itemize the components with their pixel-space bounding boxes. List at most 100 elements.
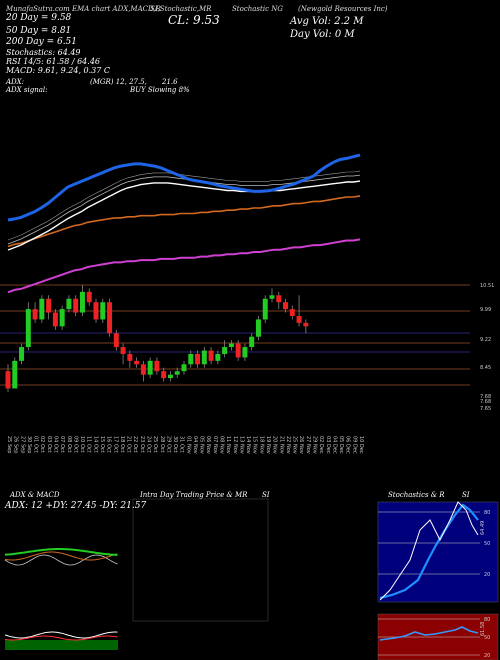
price-label-0: 10.51 — [480, 283, 494, 289]
candle-body-11 — [79, 291, 85, 313]
candle-body-39 — [269, 295, 275, 299]
legend-stochastics: Stochastics: 64.49 — [6, 48, 81, 57]
ema50-line-upper2 — [7, 170, 361, 241]
x-tick-2: 27 Sep — [19, 436, 25, 453]
price-axis: 10.519.999.228.457.687.687.65 — [480, 283, 494, 412]
candle-body-27 — [188, 353, 194, 365]
stoch-tick-1: 50 — [484, 541, 490, 547]
x-tick-42: 22 Nov — [285, 436, 291, 454]
candle-body-33 — [228, 343, 234, 348]
price-label-1: 9.99 — [480, 307, 491, 313]
company-name: (Newgold Resources Inc) — [298, 5, 388, 13]
candle-body-41 — [283, 302, 289, 310]
candle-body-31 — [215, 353, 221, 361]
x-tick-48: 03 Dec — [325, 436, 331, 454]
x-tick-21: 24 Oct — [145, 436, 151, 453]
candle-body-25 — [174, 371, 180, 375]
candle-body-32 — [222, 347, 228, 354]
x-tick-4: 01 Oct — [33, 436, 39, 453]
candle-body-8 — [59, 309, 65, 327]
price-label-2: 9.22 — [480, 337, 491, 343]
x-tick-50: 05 Dec — [338, 436, 344, 454]
x-tick-30: 06 Nov — [205, 436, 211, 454]
adx-extra: 21.6 — [162, 78, 178, 86]
ema50-line — [7, 180, 361, 251]
x-tick-34: 12 Nov — [232, 436, 238, 454]
intraday-box — [132, 498, 269, 622]
close-price: CL: 9.53 — [168, 13, 220, 27]
x-tick-15: 16 Oct — [106, 436, 112, 453]
x-tick-41: 21 Nov — [278, 436, 284, 454]
x-tick-13: 14 Oct — [92, 436, 98, 453]
macd-band — [5, 640, 118, 650]
candle-body-6 — [46, 298, 52, 313]
x-tick-3: 30 Sep — [26, 436, 32, 453]
x-tick-8: 07 Oct — [59, 436, 65, 453]
candle-body-14 — [100, 302, 106, 320]
candle-body-13 — [93, 302, 99, 320]
x-tick-20: 23 Oct — [139, 436, 145, 453]
x-tick-0: 25 Sep — [6, 436, 12, 453]
adx-line-white — [4, 554, 118, 566]
ema20-line — [7, 153, 361, 222]
grid-lines — [0, 284, 470, 386]
x-tick-24: 29 Oct — [165, 436, 171, 453]
adx-line-orange — [4, 551, 118, 561]
x-tick-19: 22 Oct — [132, 436, 138, 453]
x-tick-16: 17 Oct — [112, 436, 118, 453]
candle-body-10 — [73, 298, 79, 313]
price-label-5: 7.68 — [480, 399, 491, 405]
x-tick-25: 30 Oct — [172, 436, 178, 453]
x-tick-7: 04 Oct — [52, 436, 58, 453]
avg-volume: Avg Vol: 2.2 M — [290, 16, 364, 27]
candle-body-15 — [107, 302, 113, 334]
ema200-line — [7, 195, 361, 248]
x-tick-51: 06 Dec — [345, 436, 351, 454]
x-tick-38: 18 Nov — [258, 436, 264, 454]
x-tick-28: 04 Nov — [192, 436, 198, 454]
candle-body-20 — [140, 364, 146, 375]
legend-ema20: 20 Day = 9.58 — [6, 13, 72, 23]
x-tick-29: 05 Nov — [199, 436, 205, 454]
adx-signal-label: ADX signal: — [6, 86, 48, 94]
stoch-value: 64.49 — [480, 521, 486, 535]
x-tick-1: 26 Sep — [13, 436, 19, 453]
x-tick-35: 13 Nov — [238, 436, 244, 454]
candle-body-29 — [201, 350, 207, 365]
candle-body-2 — [19, 347, 25, 361]
sub-panels: 80 50 20 64.49 80 50 20 61.58 — [4, 498, 499, 660]
price-label-4: 7.68 — [480, 394, 491, 400]
rsi-tick-0: 80 — [484, 617, 490, 623]
x-tick-26: 31 Oct — [179, 436, 185, 453]
x-tick-18: 21 Oct — [126, 436, 132, 453]
candle-body-21 — [147, 360, 153, 375]
stoch-box — [377, 501, 499, 603]
candle-body-36 — [249, 336, 255, 348]
candle-body-22 — [154, 360, 160, 372]
legend-ema200: 200 Day = 6.51 — [6, 37, 78, 47]
ema-lines — [7, 153, 361, 294]
macd-line-white — [4, 631, 118, 639]
x-tick-14: 15 Oct — [99, 436, 105, 453]
x-tick-46: 29 Nov — [312, 436, 318, 454]
candle-body-17 — [120, 347, 126, 354]
adx-signal-value: BUY Slowing 8% — [130, 86, 190, 94]
x-axis-ticks: 25 Sep 26 Sep 27 Sep 30 Sep 01 Oct 02 Oct 03 O… — [6, 436, 364, 454]
x-tick-33: 11 Nov — [225, 436, 231, 454]
x-tick-32: 08 Nov — [219, 436, 225, 454]
price-label-6: 7.65 — [480, 406, 491, 412]
candle-body-3 — [25, 309, 31, 348]
candlesticks — [5, 284, 309, 392]
price-label-3: 8.45 — [480, 365, 491, 371]
candle-body-7 — [52, 312, 58, 327]
rsi-value: 61.58 — [480, 622, 486, 636]
adx-macd-values: ADX: 12 +DY: 27.45 -DY: 21.57 — [5, 501, 147, 511]
x-tick-40: 20 Nov — [272, 436, 278, 454]
x-tick-27: 01 Nov — [185, 436, 191, 454]
x-tick-49: 04 Dec — [331, 436, 337, 454]
legend-rsi: RSI 14/5: 61.58 / 64.46 — [6, 57, 100, 66]
x-tick-43: 25 Nov — [292, 436, 298, 454]
candle-body-42 — [289, 309, 295, 316]
x-tick-23: 28 Oct — [159, 436, 165, 453]
intraday-si: SI — [262, 491, 270, 499]
